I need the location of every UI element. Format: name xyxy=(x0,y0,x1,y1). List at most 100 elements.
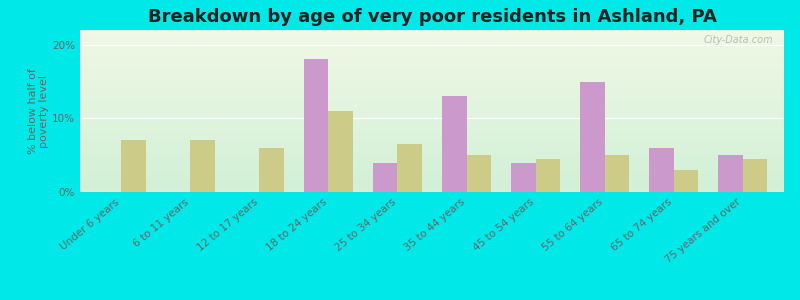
Bar xyxy=(80,134,784,135)
Bar xyxy=(80,85,784,86)
Bar xyxy=(80,128,784,129)
Bar xyxy=(466,155,490,192)
Bar xyxy=(80,100,784,101)
Bar xyxy=(80,40,784,41)
Bar xyxy=(535,159,560,192)
Bar xyxy=(80,142,784,143)
Bar xyxy=(80,72,784,73)
Bar xyxy=(674,170,698,192)
Bar xyxy=(742,159,766,192)
Bar xyxy=(80,77,784,79)
Bar xyxy=(80,94,784,95)
Bar xyxy=(80,122,784,123)
Bar xyxy=(80,53,784,54)
Bar xyxy=(80,62,784,64)
Bar xyxy=(80,110,784,111)
Bar xyxy=(80,139,784,140)
Bar xyxy=(259,148,284,192)
Bar xyxy=(80,150,784,151)
Bar xyxy=(80,33,784,34)
Bar xyxy=(80,124,784,125)
Bar xyxy=(80,99,784,100)
Bar xyxy=(80,121,784,122)
Bar xyxy=(80,95,784,96)
Bar xyxy=(80,48,784,50)
Bar xyxy=(80,44,784,45)
Bar xyxy=(80,39,784,40)
Bar xyxy=(80,163,784,164)
Bar xyxy=(80,52,784,53)
Bar xyxy=(80,145,784,146)
Bar xyxy=(80,81,784,82)
Bar xyxy=(80,125,784,126)
Bar xyxy=(80,84,784,85)
Bar xyxy=(80,92,784,93)
Bar xyxy=(80,76,784,77)
Bar xyxy=(80,60,784,61)
Bar xyxy=(80,158,784,160)
Bar xyxy=(80,70,784,71)
Bar xyxy=(80,96,784,97)
Bar xyxy=(80,50,784,52)
Bar xyxy=(80,129,784,130)
Bar xyxy=(80,179,784,180)
Bar xyxy=(80,147,784,148)
Bar xyxy=(304,59,329,192)
Bar xyxy=(80,56,784,57)
Bar xyxy=(80,189,784,190)
Bar xyxy=(80,185,784,187)
Bar xyxy=(80,57,784,58)
Title: Breakdown by age of very poor residents in Ashland, PA: Breakdown by age of very poor residents … xyxy=(147,8,717,26)
Bar xyxy=(80,149,784,150)
Bar xyxy=(80,45,784,46)
Bar xyxy=(605,155,629,192)
Bar xyxy=(80,178,784,179)
Bar xyxy=(80,164,784,165)
Bar xyxy=(80,148,784,149)
Bar xyxy=(80,98,784,99)
Bar xyxy=(80,156,784,158)
Bar xyxy=(650,148,674,192)
Bar xyxy=(80,183,784,184)
Bar xyxy=(80,38,784,39)
Bar xyxy=(80,67,784,68)
Bar xyxy=(80,169,784,170)
Bar xyxy=(80,116,784,118)
Bar xyxy=(80,137,784,138)
Bar xyxy=(80,130,784,131)
Bar xyxy=(80,102,784,104)
Bar xyxy=(80,184,784,185)
Bar xyxy=(80,69,784,70)
Bar xyxy=(80,66,784,67)
Bar xyxy=(80,108,784,109)
Bar xyxy=(80,61,784,62)
Bar xyxy=(80,143,784,145)
Bar xyxy=(80,103,784,104)
Bar xyxy=(80,31,784,32)
Bar xyxy=(80,82,784,83)
Bar xyxy=(190,140,214,192)
Bar xyxy=(122,140,146,192)
Bar xyxy=(80,166,784,167)
Bar xyxy=(80,187,784,188)
Bar xyxy=(80,118,784,120)
Bar xyxy=(80,176,784,177)
Bar xyxy=(80,88,784,89)
Bar xyxy=(80,191,784,192)
Bar xyxy=(80,46,784,47)
Bar xyxy=(80,135,784,136)
Bar xyxy=(374,163,398,192)
Bar xyxy=(80,104,784,106)
Bar xyxy=(80,55,784,56)
Bar xyxy=(80,115,784,116)
Y-axis label: % below half of
poverty level: % below half of poverty level xyxy=(28,68,50,154)
Bar xyxy=(80,174,784,175)
Bar xyxy=(80,190,784,191)
Bar xyxy=(80,131,784,133)
Bar xyxy=(80,37,784,38)
Bar xyxy=(398,144,422,192)
Bar xyxy=(80,138,784,139)
Bar xyxy=(80,80,784,81)
Bar xyxy=(80,180,784,181)
Bar xyxy=(80,97,784,98)
